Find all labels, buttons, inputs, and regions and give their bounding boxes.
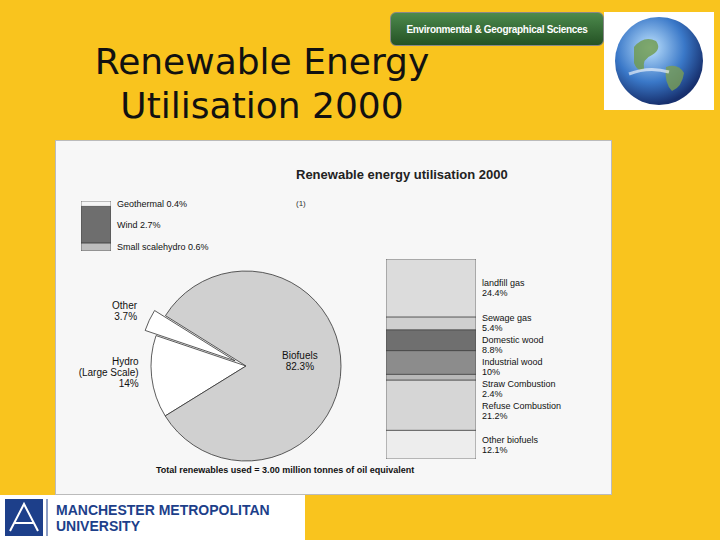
html-text:Industrial wood: Industrial wood [482, 357, 543, 368]
html-text:UNIVERSITY: UNIVERSITY [56, 517, 140, 534]
html-text:Sewage gas: Sewage gas [482, 313, 532, 324]
html-text:Renewable Energy Utilisation 2: Renewable Energy Utilisation 2000 [94, 41, 430, 126]
html-text:5.4%: 5.4% [482, 323, 503, 334]
html-text:2.4%: 2.4% [482, 389, 503, 400]
html-text:Wind 2.7%: Wind 2.7% [117, 219, 161, 230]
html-text:10%: 10% [482, 367, 500, 378]
html-text:Straw Combustion: Straw Combustion [482, 379, 556, 390]
html-text:Refuse Combustion: Refuse Combustion [482, 401, 561, 412]
html-text:Geothermal 0.4%: Geothermal 0.4% [117, 198, 187, 209]
html-text:Domestic wood: Domestic wood [482, 335, 544, 346]
html-text:Other biofuels: Other biofuels [482, 434, 538, 445]
html-text:MANCHESTER METROPOLITAN: MANCHESTER METROPOLITAN [56, 501, 270, 518]
html-text:21.2%: 21.2% [482, 411, 508, 422]
svg-text:Biofuels82.3%: Biofuels82.3% [282, 349, 318, 371]
svg-text:Hydro(Large Scale)14%: Hydro(Large Scale)14% [79, 355, 139, 388]
html-text:Renewable energy utilisation 2: Renewable energy utilisation 2000 [296, 167, 508, 182]
html-text:landfill gas: landfill gas [482, 277, 525, 288]
html-text:(1): (1) [296, 199, 306, 208]
html-text:8.8%: 8.8% [482, 345, 503, 356]
html-text:24.4%: 24.4% [482, 287, 508, 298]
html-text:Environmental & Geographical S: Environmental & Geographical Sciences [406, 23, 588, 35]
svg-text:Other3.7%: Other3.7% [112, 300, 138, 322]
html-text:Small scalehydro 0.6%: Small scalehydro 0.6% [117, 241, 209, 252]
html-text:Total renewables used = 3.00 m: Total renewables used = 3.00 million ton… [156, 465, 415, 475]
html-text:12.1%: 12.1% [482, 444, 508, 455]
